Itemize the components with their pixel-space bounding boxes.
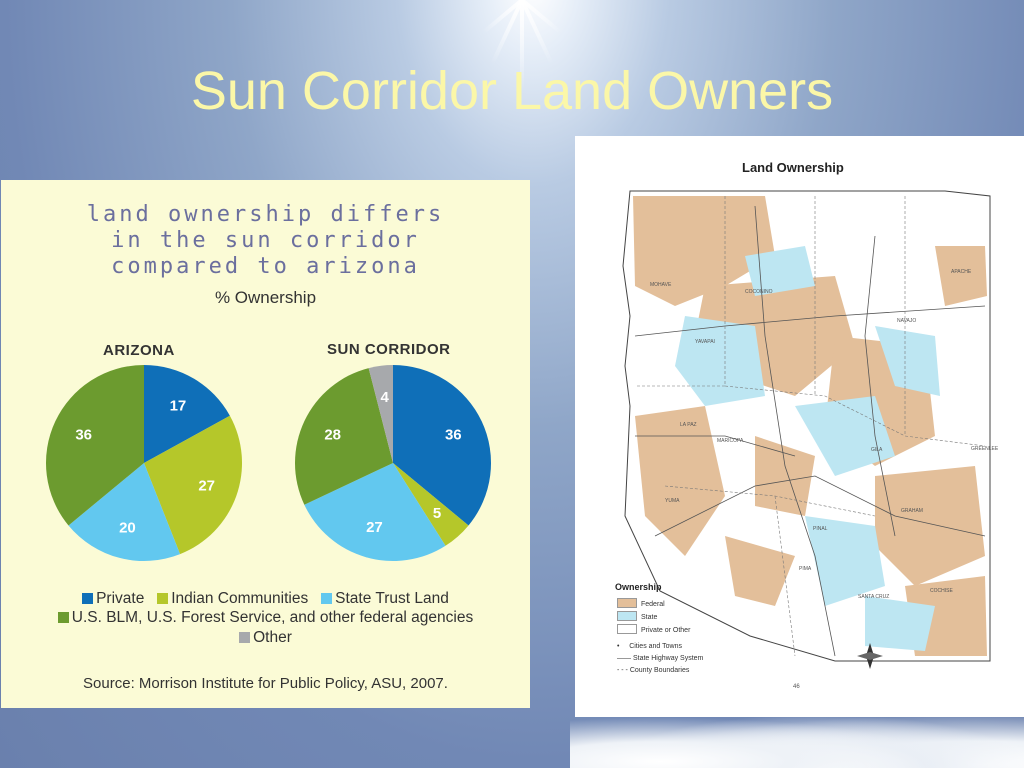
- pie-slice-arizona-u-s-blm-u-s-forest-s: [46, 365, 144, 526]
- map-swatch-private: [617, 624, 637, 634]
- heading-line-3: Compared to Arizona: [111, 254, 420, 279]
- heading-line-2: in the Sun Corridor: [111, 228, 420, 253]
- map-panel: MOHAVE COCONINO NAVAJO APACHE YAVAPAI LA…: [575, 136, 1024, 717]
- county-label-navajo: NAVAJO: [897, 318, 917, 324]
- legend-swatch-indian: [157, 593, 169, 604]
- pie-slice-sun-corridor-private: [393, 365, 492, 526]
- pie-label-sun-corridor-private: 36: [445, 427, 462, 444]
- legend-other: Other: [253, 629, 292, 646]
- pie-slice-arizona-state-trust-land: [68, 463, 181, 561]
- chart-subtitle: % Ownership: [214, 288, 317, 307]
- county-label-coconino: COCONINO: [745, 289, 773, 295]
- legend-indian: Indian Communities: [171, 590, 309, 607]
- map-legend-county-label: County Boundaries: [629, 667, 690, 674]
- map-legend-highway: —— State Highway System: [617, 655, 704, 662]
- pie-label-sun-corridor-indian-communities: 5: [433, 505, 441, 522]
- map-legend-private-label: Private or Other: [641, 627, 691, 634]
- legend-swatch-other: [239, 632, 251, 643]
- map-legend-state: State: [617, 611, 657, 621]
- legend-federal: U.S. BLM, U.S. Forest Service, and other…: [71, 609, 474, 626]
- sun-corridor-pie: 36 5 27 28 4: [295, 365, 492, 561]
- map-legend-highway-label: State Highway System: [632, 655, 704, 662]
- map-legend-federal: Federal: [617, 598, 665, 608]
- highways: [634, 205, 986, 657]
- county-label-la-paz: LA PAZ: [680, 422, 697, 428]
- pie-slice-arizona-private: [144, 365, 230, 463]
- pie-label-arizona-private: 17: [170, 398, 187, 415]
- map-legend-federal-label: Federal: [641, 601, 665, 608]
- county-label-gila: GILA: [871, 447, 883, 453]
- county-label-greenlee: GREENLEE: [971, 446, 999, 452]
- arizona-map: [622, 190, 991, 662]
- arizona-chart-title: ARIZONA: [103, 342, 175, 359]
- map-legend-county: - - - County Boundaries: [617, 667, 690, 674]
- pie-label-arizona-indian-communities: 27: [198, 478, 215, 495]
- heading-line-1: Land Ownership Differs: [86, 202, 445, 227]
- legend-private: Private: [96, 590, 145, 607]
- map-page-number: 46: [793, 684, 800, 690]
- county-label-yavapai: YAVAPAI: [695, 339, 715, 345]
- county-label-graham: GRAHAM: [901, 508, 923, 514]
- pie-label-sun-corridor-u-s-blm-u-s-forest-s: 28: [324, 427, 341, 444]
- county-label-maricopa: MARICOPA: [717, 438, 744, 444]
- county-label-santa-cruz: SANTA CRUZ: [858, 594, 890, 600]
- map-swatch-federal: [617, 598, 637, 608]
- arizona-pie: 17 27 20 36: [46, 365, 243, 561]
- map-legend-cities: • Cities and Towns: [617, 643, 682, 650]
- legend-row-1: Private Indian Communities State Trust L…: [1, 590, 530, 608]
- county-label-apache: APACHE: [951, 269, 972, 275]
- legend-swatch-state: [321, 593, 333, 604]
- pie-label-arizona-u-s-blm-u-s-forest-s: 36: [75, 427, 92, 444]
- pie-slice-sun-corridor-u-s-blm-u-s-forest-s: [295, 368, 393, 505]
- legend-row-3: Other: [1, 629, 530, 647]
- pie-slice-sun-corridor-indian-communities: [393, 463, 469, 546]
- county-label-mohave: MOHAVE: [650, 282, 672, 288]
- map-legend-state-label: State: [641, 614, 658, 621]
- infographic-panel: Land Ownership Differs in the Sun Corrid…: [1, 180, 530, 708]
- pie-slice-sun-corridor-state-trust-land: [304, 463, 446, 561]
- county-boundaries: [635, 196, 986, 657]
- map-title: Land Ownership: [742, 160, 844, 175]
- legend-row-2: U.S. BLM, U.S. Forest Service, and other…: [1, 609, 530, 627]
- pie-slice-sun-corridor-other: [368, 365, 393, 463]
- map-legend-private: Private or Other: [617, 624, 690, 634]
- legend-state: State Trust Land: [335, 590, 449, 607]
- slide-title: Sun Corridor Land Owners: [190, 61, 834, 121]
- pie-charts: 17 27 20 36 36 5 27 28 4: [46, 365, 492, 561]
- legend-swatch-private: [82, 593, 94, 604]
- pie-label-arizona-state-trust-land: 20: [119, 520, 136, 537]
- north-arrow-icon: [857, 643, 883, 669]
- map-legend-title: Ownership: [615, 582, 662, 592]
- county-label-yuma: YUMA: [665, 498, 680, 504]
- sun-corridor-chart-title: SUN CORRIDOR: [327, 341, 451, 358]
- map-legend-cities-label: Cities and Towns: [629, 643, 682, 650]
- pie-label-sun-corridor-other: 4: [380, 389, 389, 406]
- pie-label-sun-corridor-state-trust-land: 27: [366, 519, 383, 536]
- pie-slice-arizona-indian-communities: [144, 415, 243, 555]
- legend-swatch-federal: [57, 612, 69, 623]
- county-label-cochise: COCHISE: [930, 588, 953, 594]
- state-land: [675, 246, 940, 651]
- source-note: Source: Morrison Institute for Public Po…: [83, 675, 448, 692]
- county-label-pinal: PINAL: [813, 526, 828, 532]
- county-label-pima: PIMA: [799, 566, 812, 572]
- map-swatch-state: [617, 611, 637, 621]
